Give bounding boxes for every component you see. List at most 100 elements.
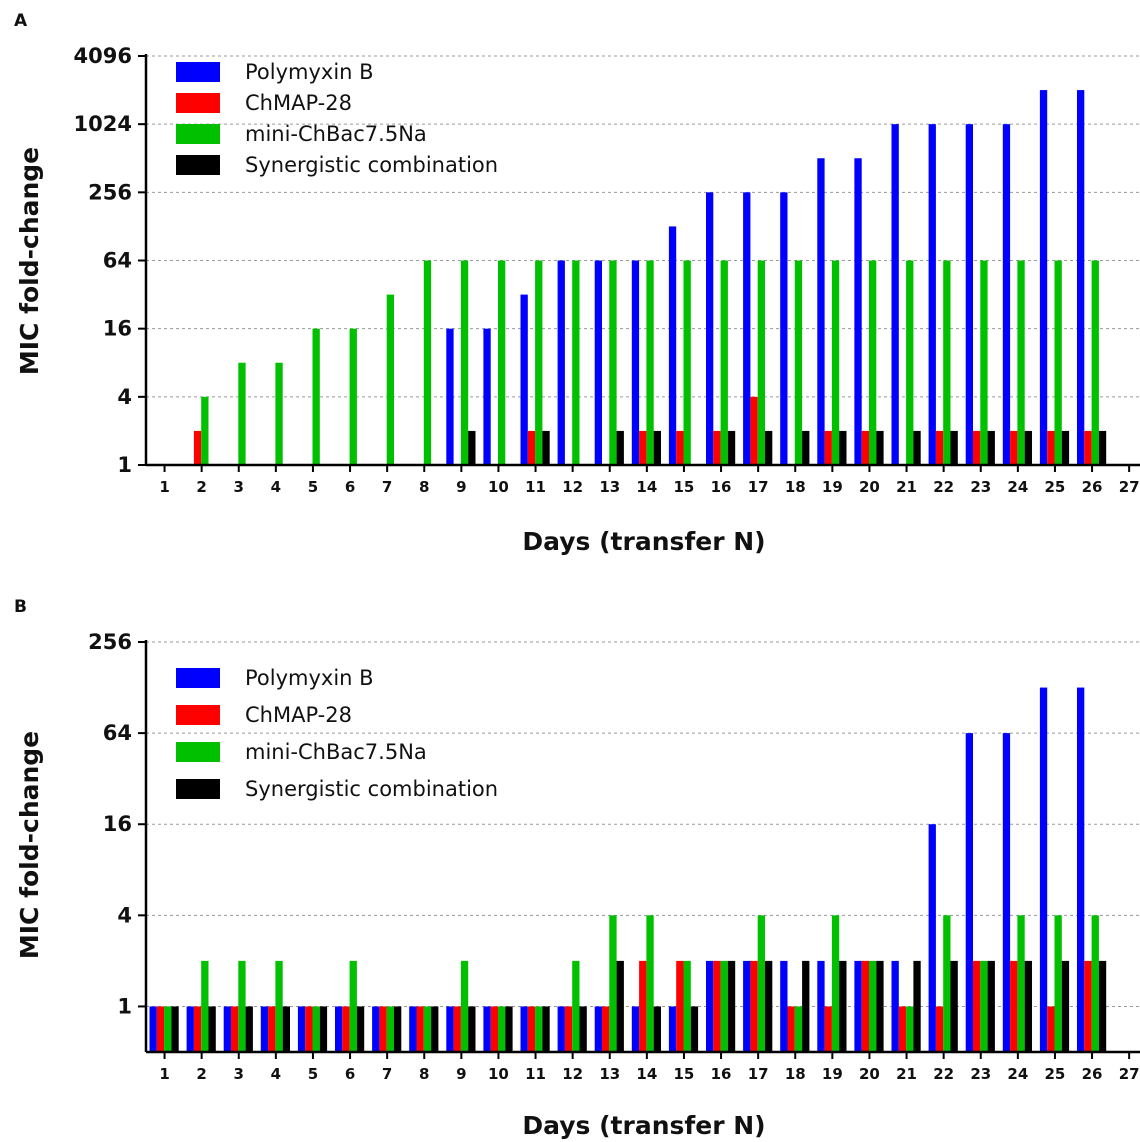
panel-b-bar-polymyxin-b-day-11 <box>521 1006 528 1052</box>
panel-a-bar-mini-chbac7-5na-day-17 <box>758 261 765 466</box>
panel-a-x-tick-label: 18 <box>785 478 806 496</box>
panel-a-y-ticks: 1 4 16 64 256 1024 4096 <box>74 44 146 477</box>
panel-a-y-tick-label: 64 <box>103 249 132 273</box>
panel-b-bar-polymyxin-b-day-24 <box>1003 733 1010 1052</box>
panel-b-bar-chmap-28-day-9 <box>454 1006 461 1052</box>
panel-b-bar-mini-chbac7-5na-day-25 <box>1055 915 1062 1052</box>
panel-a-bar-chmap-28-day-20 <box>862 431 869 465</box>
panel-b-bar-polymyxin-b-day-23 <box>966 733 973 1052</box>
panel-a-bar-mini-chbac7-5na-day-9 <box>461 261 468 466</box>
panel-b-bar-chmap-28-day-14 <box>639 961 646 1052</box>
panel-a-bar-chmap-28-day-16 <box>713 431 720 465</box>
panel-a-legend-label-mini-chbac7-5na: mini-ChBac7.5Na <box>245 122 427 146</box>
panel-b-bar-synergistic-combination-day-22 <box>951 961 958 1052</box>
panel-b-legend-swatch-chmap-28 <box>176 705 220 725</box>
panel-b-bar-chmap-28-day-19 <box>825 1006 832 1052</box>
panel-b-bar-chmap-28-day-17 <box>750 961 757 1052</box>
panel-a-bar-synergistic-combination-day-25 <box>1062 431 1069 465</box>
panel-b-bar-polymyxin-b-day-8 <box>409 1006 416 1052</box>
panel-a-bar-synergistic-combination-day-24 <box>1025 431 1032 465</box>
panel-a-bar-synergistic-combination-day-19 <box>839 431 846 465</box>
panel-a-x-tick-label: 25 <box>1045 478 1066 496</box>
panel-a-bar-mini-chbac7-5na-day-24 <box>1017 261 1024 466</box>
panel-b-bar-mini-chbac7-5na-day-9 <box>461 961 468 1052</box>
panel-a-x-tick-label: 17 <box>748 478 769 496</box>
panel-a-legend-swatch-polymyxin-b <box>176 62 220 82</box>
panel-b-bar-synergistic-combination-day-6 <box>357 1006 364 1052</box>
panel-b-legend-swatch-synergistic-combination <box>176 779 220 799</box>
panel-a-legend: Polymyxin B ChMAP-28 mini-ChBac7.5Na Synerg… <box>176 60 498 177</box>
panel-b-x-tick-label: 24 <box>1007 1065 1028 1083</box>
panel-a-bar-mini-chbac7-5na-day-19 <box>832 261 839 466</box>
panel-b-bar-synergistic-combination-day-19 <box>839 961 846 1052</box>
panel-b-x-axis-title: Days (transfer N) <box>522 1111 765 1140</box>
panel-a-bar-synergistic-combination-day-26 <box>1099 431 1106 465</box>
panel-b-bar-polymyxin-b-day-16 <box>706 961 713 1052</box>
panel-b-bar-synergistic-combination-day-16 <box>728 961 735 1052</box>
panel-b-bar-chmap-28-day-16 <box>713 961 720 1052</box>
panel-b-x-tick-label: 12 <box>562 1065 583 1083</box>
panel-b-bar-synergistic-combination-day-21 <box>913 961 920 1052</box>
panel-a-bar-mini-chbac7-5na-day-5 <box>313 329 320 465</box>
panel-a-bar-polymyxin-b-day-11 <box>521 295 528 465</box>
panel-a-bar-mini-chbac7-5na-day-11 <box>535 261 542 466</box>
panel-a-bar-synergistic-combination-day-11 <box>542 431 549 465</box>
panel-a-bar-mini-chbac7-5na-day-16 <box>721 261 728 466</box>
panel-a-x-tick-label: 27 <box>1119 478 1140 496</box>
panel-a-bar-chmap-28-day-14 <box>639 431 646 465</box>
panel-b-bar-mini-chbac7-5na-day-8 <box>424 1006 431 1052</box>
panel-b-bar-chmap-28-day-8 <box>417 1006 424 1052</box>
panel-b-bar-chmap-28-day-25 <box>1047 1006 1054 1052</box>
panel-a-x-tick-label: 13 <box>599 478 620 496</box>
panel-b-bar-synergistic-combination-day-5 <box>320 1006 327 1052</box>
panel-b-x-tick-label: 19 <box>822 1065 843 1083</box>
panel-a-bar-chmap-28-day-26 <box>1084 431 1091 465</box>
panel-b-x-tick-label: 13 <box>599 1065 620 1083</box>
panel-a-bar-mini-chbac7-5na-day-2 <box>201 397 208 465</box>
panel-b-bar-chmap-28-day-1 <box>157 1006 164 1052</box>
panel-b-bar-mini-chbac7-5na-day-20 <box>869 961 876 1052</box>
panel-a-bar-mini-chbac7-5na-day-23 <box>980 261 987 466</box>
panel-b-bar-chmap-28-day-21 <box>899 1006 906 1052</box>
panel-b-gridlines <box>146 642 1140 1006</box>
panel-b-x-tick-label: 9 <box>456 1065 466 1083</box>
panel-b-bar-mini-chbac7-5na-day-11 <box>535 1006 542 1052</box>
panel-b-bar-mini-chbac7-5na-day-4 <box>275 961 282 1052</box>
panel-b-bar-chmap-28-day-5 <box>305 1006 312 1052</box>
panel-a-bar-polymyxin-b-day-19 <box>817 158 824 465</box>
panel-b-bar-mini-chbac7-5na-day-2 <box>201 961 208 1052</box>
panel-a-bar-polymyxin-b-day-20 <box>854 158 861 465</box>
panel-b-x-tick-label: 21 <box>896 1065 917 1083</box>
panel-a-bar-mini-chbac7-5na-day-10 <box>498 261 505 466</box>
panel-a-bar-mini-chbac7-5na-day-7 <box>387 295 394 465</box>
panel-a-chart: A MIC fold-change Days (transfer N) 1416… <box>14 11 1140 556</box>
panel-a-bar-chmap-28-day-24 <box>1010 431 1017 465</box>
panel-b-x-tick-label: 11 <box>525 1065 546 1083</box>
panel-b-bar-chmap-28-day-11 <box>528 1006 535 1052</box>
panel-a-bar-mini-chbac7-5na-day-22 <box>943 261 950 466</box>
panel-a-bar-synergistic-combination-day-14 <box>654 431 661 465</box>
panel-a-legend-label-polymyxin-b: Polymyxin B <box>245 60 374 84</box>
panel-b-bar-synergistic-combination-day-20 <box>876 961 883 1052</box>
panel-a-bar-polymyxin-b-day-25 <box>1040 90 1047 465</box>
panel-a-y-tick-label: 1024 <box>74 112 132 136</box>
panel-b-bar-chmap-28-day-20 <box>862 961 869 1052</box>
panel-b-x-tick-label: 22 <box>933 1065 954 1083</box>
panel-a-y-tick-label: 16 <box>103 317 132 341</box>
panel-b-y-tick-label: 4 <box>117 903 132 927</box>
panel-b-bar-synergistic-combination-day-15 <box>691 1006 698 1052</box>
panel-b-bar-mini-chbac7-5na-day-3 <box>238 961 245 1052</box>
panel-a-bar-chmap-28-day-2 <box>194 431 201 465</box>
panel-a-bar-chmap-28-day-23 <box>973 431 980 465</box>
panel-b-y-tick-label: 1 <box>117 994 132 1018</box>
panel-a-bar-mini-chbac7-5na-day-26 <box>1092 261 1099 466</box>
panel-b-bar-synergistic-combination-day-14 <box>654 1006 661 1052</box>
panel-a-bar-synergistic-combination-day-21 <box>913 431 920 465</box>
panel-b-x-ticks: 1 2 3 4 5 6 7 8 9 10 11 12 13 14 15 16 17 18 19 20 21 22 23 24 2… <box>159 1052 1139 1083</box>
panel-b-bar-polymyxin-b-day-9 <box>446 1006 453 1052</box>
panel-b-x-tick-label: 16 <box>711 1065 732 1083</box>
panel-a-bar-synergistic-combination-day-13 <box>617 431 624 465</box>
panel-a-bar-mini-chbac7-5na-day-15 <box>684 261 691 466</box>
panel-b-bar-chmap-28-day-3 <box>231 1006 238 1052</box>
panel-a-bar-polymyxin-b-day-13 <box>595 261 602 466</box>
